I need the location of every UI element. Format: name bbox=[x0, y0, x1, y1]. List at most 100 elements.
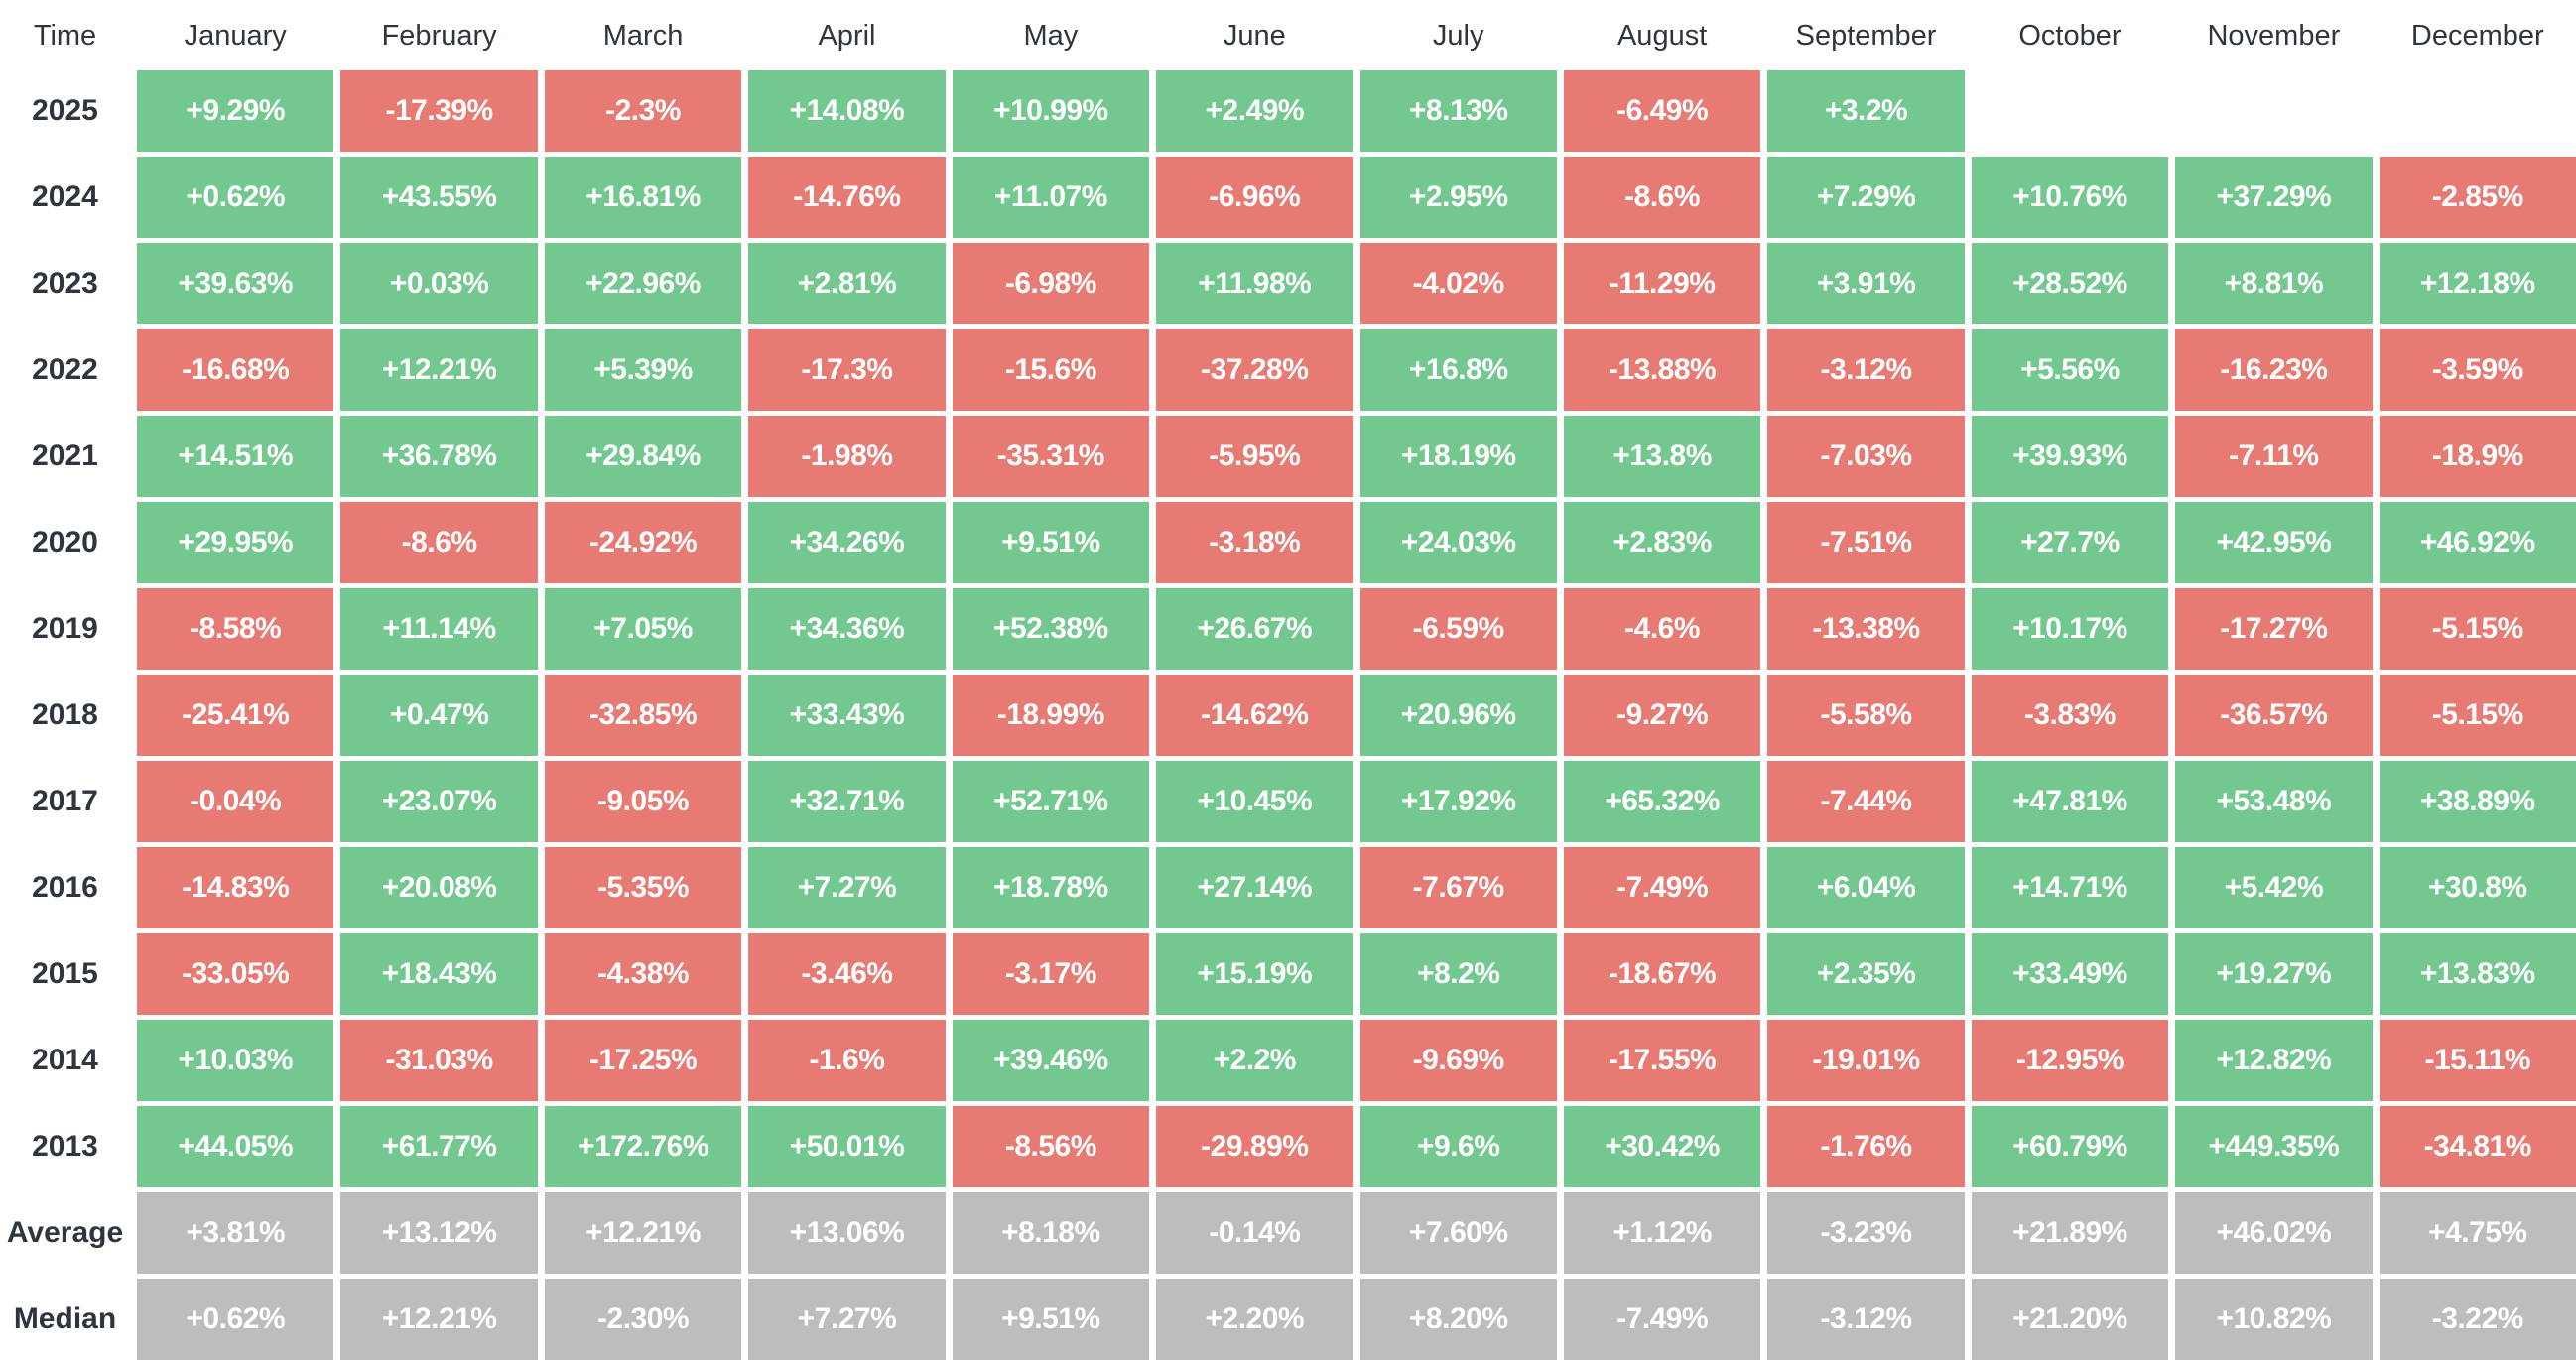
return-cell: -17.3% bbox=[748, 329, 946, 411]
return-cell: -5.15% bbox=[2379, 588, 2576, 670]
month-header: August bbox=[1616, 19, 1708, 52]
return-cell: +2.81% bbox=[748, 243, 946, 324]
return-cell: +21.20% bbox=[1971, 1279, 2169, 1360]
year-label: 2024 bbox=[32, 181, 98, 213]
return-cell: -3.12% bbox=[1767, 1279, 1965, 1360]
return-cell: +20.08% bbox=[340, 847, 538, 928]
return-cell: +16.81% bbox=[544, 157, 742, 238]
return-cell: +15.19% bbox=[1156, 933, 1353, 1015]
return-cell: -5.58% bbox=[1767, 675, 1965, 756]
return-cell: -25.41% bbox=[137, 675, 334, 756]
summary-row-label: Average bbox=[6, 1216, 124, 1249]
return-cell: -7.67% bbox=[1359, 847, 1557, 928]
return-cell: +7.60% bbox=[1359, 1192, 1557, 1274]
return-cell: -3.12% bbox=[1767, 329, 1965, 411]
return-cell: -6.59% bbox=[1359, 588, 1557, 670]
return-cell: -6.98% bbox=[952, 243, 1150, 324]
return-cell: -34.81% bbox=[2379, 1106, 2576, 1187]
year-label: 2020 bbox=[32, 526, 98, 558]
return-cell: -13.88% bbox=[1563, 329, 1761, 411]
return-cell: +42.95% bbox=[2175, 502, 2373, 583]
return-cell: +39.93% bbox=[1971, 416, 2169, 497]
return-cell: +43.55% bbox=[340, 157, 538, 238]
return-cell: +4.75% bbox=[2379, 1192, 2576, 1274]
return-cell: +10.76% bbox=[1971, 157, 2169, 238]
return-cell: +5.56% bbox=[1971, 329, 2169, 411]
return-cell: +30.8% bbox=[2379, 847, 2576, 928]
return-cell: -16.68% bbox=[137, 329, 334, 411]
return-cell: +13.12% bbox=[340, 1192, 538, 1274]
return-cell: -8.56% bbox=[952, 1106, 1150, 1187]
return-cell: +52.38% bbox=[952, 588, 1150, 670]
year-label: 2022 bbox=[32, 353, 98, 386]
year-label: 2019 bbox=[32, 612, 98, 645]
return-cell: +29.95% bbox=[137, 502, 334, 583]
return-cell: -14.62% bbox=[1156, 675, 1353, 756]
return-cell: +14.51% bbox=[137, 416, 334, 497]
return-cell: -5.95% bbox=[1156, 416, 1353, 497]
return-cell: -3.23% bbox=[1767, 1192, 1965, 1274]
return-cell: -18.99% bbox=[952, 675, 1150, 756]
return-cell: -11.29% bbox=[1563, 243, 1761, 324]
return-cell: -3.83% bbox=[1971, 675, 2169, 756]
return-cell: -4.38% bbox=[544, 933, 742, 1015]
month-header: January bbox=[184, 19, 287, 52]
return-cell: +449.35% bbox=[2175, 1106, 2373, 1187]
return-cell: -0.14% bbox=[1156, 1192, 1353, 1274]
return-cell: +5.42% bbox=[2175, 847, 2373, 928]
return-cell: +8.13% bbox=[1359, 70, 1557, 152]
return-cell: +27.7% bbox=[1971, 502, 2169, 583]
return-cell: +10.17% bbox=[1971, 588, 2169, 670]
return-cell: +5.39% bbox=[544, 329, 742, 411]
return-cell: -2.85% bbox=[2379, 157, 2576, 238]
return-cell: -29.89% bbox=[1156, 1106, 1353, 1187]
return-cell: +3.2% bbox=[1767, 70, 1965, 152]
return-cell: +34.26% bbox=[748, 502, 946, 583]
return-cell: +9.6% bbox=[1359, 1106, 1557, 1187]
return-cell: +11.07% bbox=[952, 157, 1150, 238]
return-cell: -3.59% bbox=[2379, 329, 2576, 411]
return-cell: +52.71% bbox=[952, 761, 1150, 842]
return-cell: +28.52% bbox=[1971, 243, 2169, 324]
return-cell: +172.76% bbox=[544, 1106, 742, 1187]
return-cell: +9.51% bbox=[952, 502, 1150, 583]
return-cell: -17.25% bbox=[544, 1020, 742, 1101]
return-cell: +10.45% bbox=[1156, 761, 1353, 842]
return-cell: -6.96% bbox=[1156, 157, 1353, 238]
year-label: 2021 bbox=[32, 439, 98, 472]
return-cell: -14.83% bbox=[137, 847, 334, 928]
return-cell: +24.03% bbox=[1359, 502, 1557, 583]
return-cell: +18.43% bbox=[340, 933, 538, 1015]
return-cell: +11.14% bbox=[340, 588, 538, 670]
return-cell: -6.49% bbox=[1563, 70, 1761, 152]
month-header: September bbox=[1795, 19, 1937, 52]
return-cell: +7.27% bbox=[748, 1279, 946, 1360]
return-cell: +1.12% bbox=[1563, 1192, 1761, 1274]
return-cell: -18.67% bbox=[1563, 933, 1761, 1015]
return-cell: +21.89% bbox=[1971, 1192, 2169, 1274]
return-cell: +9.29% bbox=[137, 70, 334, 152]
return-cell: +2.35% bbox=[1767, 933, 1965, 1015]
return-cell: -18.9% bbox=[2379, 416, 2576, 497]
return-cell: +53.48% bbox=[2175, 761, 2373, 842]
return-cell: +30.42% bbox=[1563, 1106, 1761, 1187]
return-cell: +2.83% bbox=[1563, 502, 1761, 583]
return-cell: -9.27% bbox=[1563, 675, 1761, 756]
return-cell: +9.51% bbox=[952, 1279, 1150, 1360]
return-cell: +46.92% bbox=[2379, 502, 2576, 583]
summary-row-label: Median bbox=[13, 1302, 117, 1335]
return-cell: -5.15% bbox=[2379, 675, 2576, 756]
return-cell: +12.21% bbox=[544, 1192, 742, 1274]
return-cell: -1.76% bbox=[1767, 1106, 1965, 1187]
month-header: July bbox=[1432, 19, 1484, 52]
return-cell: +10.99% bbox=[952, 70, 1150, 152]
month-header: October bbox=[2018, 19, 2122, 52]
return-cell: -35.31% bbox=[952, 416, 1150, 497]
return-cell: -17.55% bbox=[1563, 1020, 1761, 1101]
return-cell: +26.67% bbox=[1156, 588, 1353, 670]
return-cell: +44.05% bbox=[137, 1106, 334, 1187]
return-cell: +34.36% bbox=[748, 588, 946, 670]
return-cell: +19.27% bbox=[2175, 933, 2373, 1015]
year-label: 2016 bbox=[32, 871, 98, 904]
return-cell: +12.21% bbox=[340, 329, 538, 411]
